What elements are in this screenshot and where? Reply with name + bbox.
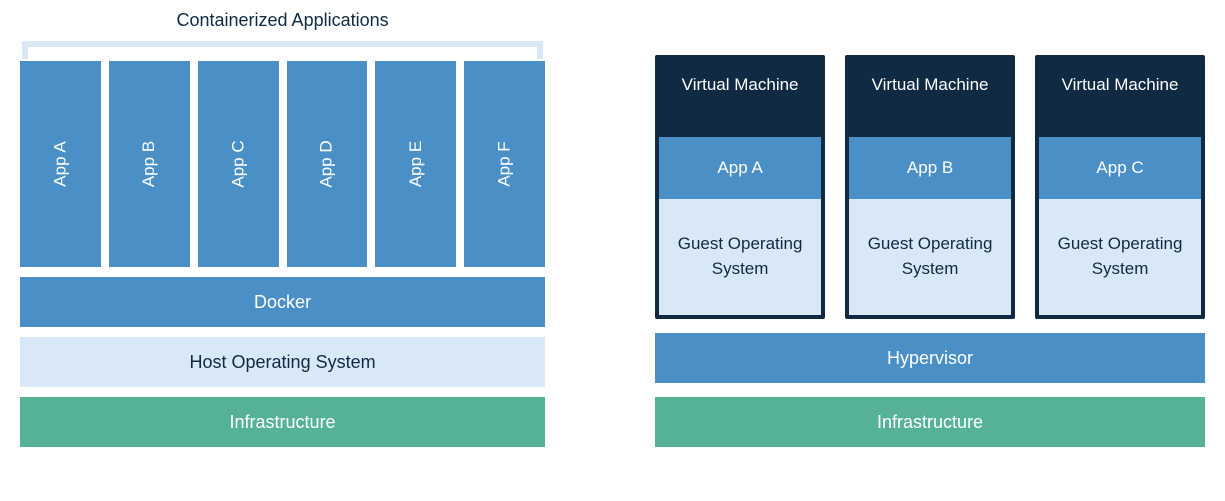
vm-row: Virtual Machine App A Guest Operating Sy… <box>655 55 1205 319</box>
vm-title: Virtual Machine <box>849 59 1011 137</box>
app-tile-b: App B <box>109 61 190 267</box>
vm-card-c: Virtual Machine App C Guest Operating Sy… <box>1035 55 1205 319</box>
app-tile-a: App A <box>20 61 101 267</box>
vm-title: Virtual Machine <box>1039 59 1201 137</box>
vm-guest-os-label: Guest Operating System <box>1039 199 1201 315</box>
host-os-layer: Host Operating System <box>20 337 545 387</box>
vm-card-a: Virtual Machine App A Guest Operating Sy… <box>655 55 825 319</box>
app-tile-e: App E <box>375 61 456 267</box>
docker-layer: Docker <box>20 277 545 327</box>
vm-app-label: App C <box>1039 137 1201 199</box>
app-label: App A <box>50 141 70 186</box>
vm-title: Virtual Machine <box>659 59 821 137</box>
app-label: App D <box>317 140 337 187</box>
bracket-decoration <box>22 41 543 59</box>
vm-card-b: Virtual Machine App B Guest Operating Sy… <box>845 55 1015 319</box>
hypervisor-layer: Hypervisor <box>655 333 1205 383</box>
vms-column: Virtual Machine App A Guest Operating Sy… <box>655 55 1205 447</box>
app-tile-c: App C <box>198 61 279 267</box>
containers-title: Containerized Applications <box>20 10 545 31</box>
app-tile-d: App D <box>287 61 368 267</box>
diagram-container: Containerized Applications App A App B A… <box>0 0 1225 467</box>
vm-guest-os-label: Guest Operating System <box>849 199 1011 315</box>
app-tile-f: App F <box>464 61 545 267</box>
infrastructure-layer-left: Infrastructure <box>20 397 545 447</box>
container-apps-row: App A App B App C App D App E App F <box>20 61 545 267</box>
app-label: App B <box>139 141 159 187</box>
containers-column: Containerized Applications App A App B A… <box>20 10 545 447</box>
vm-app-label: App A <box>659 137 821 199</box>
app-label: App C <box>228 140 248 187</box>
app-label: App F <box>495 141 515 186</box>
vm-app-label: App B <box>849 137 1011 199</box>
app-label: App E <box>406 141 426 187</box>
infrastructure-layer-right: Infrastructure <box>655 397 1205 447</box>
vm-guest-os-label: Guest Operating System <box>659 199 821 315</box>
